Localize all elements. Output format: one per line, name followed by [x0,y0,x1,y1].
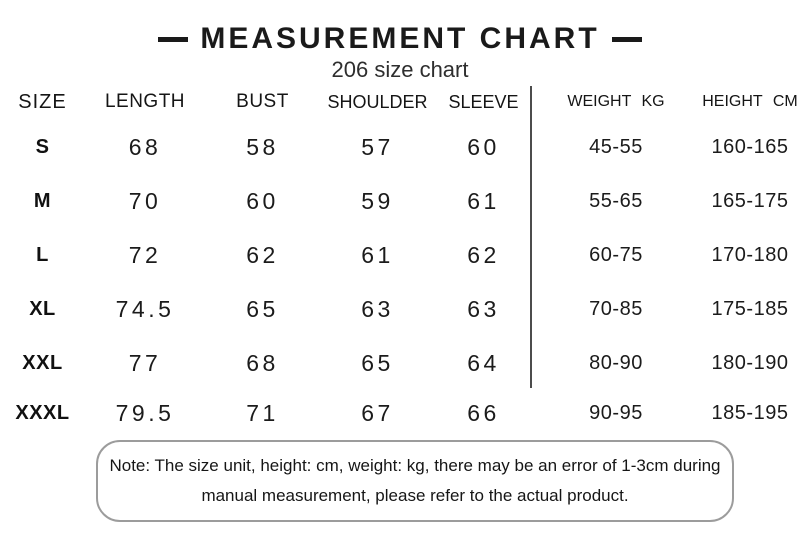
sleeve-value: 61 [467,187,500,214]
weight-value: 80-90 [589,351,643,374]
table-header-row: SIZE LENGTH BUST SHOULDER SLEEVE WEIGHT … [0,84,800,120]
table-row-s: S 68 58 57 60 45-55 160-165 [0,120,800,174]
col-header-height: HEIGHT CM [702,93,798,110]
weight-value: 60-75 [589,243,643,266]
col-header-length: LENGTH [104,91,186,112]
table-row-xxl: XXL 77 68 65 64 80-90 180-190 [0,336,800,390]
bust-value: 60 [246,187,279,214]
title-right-dash [611,36,642,42]
page-subtitle: 206 size chart [331,57,469,82]
length-value: 72 [128,241,162,268]
height-value: 170-180 [711,243,789,266]
length-value: 79.5 [115,399,175,426]
note-text-line1: Note: The size unit, height: cm, weight:… [109,456,721,475]
shoulder-value: 59 [361,187,394,214]
col-header-shoulder: SHOULDER [327,91,428,112]
page-title: MEASUREMENT CHART [200,22,600,55]
note-box: Note: The size unit, height: cm, weight:… [96,440,734,522]
bust-value: 71 [246,399,279,426]
table-row-l: L 72 62 61 62 60-75 170-180 [0,228,800,282]
sleeve-value: 64 [467,349,500,376]
length-value: 68 [128,133,162,160]
col-header-sleeve: SLEEVE [448,91,519,112]
weight-value: 45-55 [589,135,643,158]
col-header-size: SIZE [18,90,67,113]
title-row: MEASUREMENT CHART [0,22,800,56]
size-label: L [36,243,49,266]
bust-value: 58 [246,133,279,160]
height-value: 185-195 [711,401,789,424]
size-label: XXXL [15,401,70,424]
table-row-m: M 70 60 59 61 55-65 165-175 [0,174,800,228]
shoulder-value: 61 [361,241,394,268]
sleeve-value: 62 [467,241,500,268]
weight-value: 55-65 [589,189,643,212]
note-text-line2: manual measurement, please refer to the … [201,486,629,505]
shoulder-value: 63 [361,295,394,322]
col-header-weight: WEIGHT KG [567,93,665,110]
size-label: M [33,189,52,212]
weight-value: 90-95 [589,401,643,424]
height-value: 160-165 [711,135,789,158]
height-value: 165-175 [711,189,789,212]
size-label: XL [29,297,56,320]
length-value: 70 [128,187,162,214]
sleeve-value: 66 [467,399,500,426]
size-table: SIZE LENGTH BUST SHOULDER SLEEVE WEIGHT … [0,84,800,436]
bust-value: 68 [246,349,279,376]
bust-value: 62 [246,241,279,268]
table-row-xl: XL 74.5 65 63 63 70-85 175-185 [0,282,800,336]
height-value: 180-190 [711,351,789,374]
column-divider [530,86,532,388]
sleeve-value: 60 [467,133,500,160]
weight-value: 70-85 [589,297,643,320]
size-label: XXL [22,351,63,374]
length-value: 74.5 [115,295,175,322]
bust-value: 65 [246,295,279,322]
shoulder-value: 67 [361,399,394,426]
table-row-xxxl: XXXL 79.5 71 67 66 90-95 185-195 [0,390,800,436]
height-value: 175-185 [711,297,789,320]
title-left-dash [158,36,189,42]
shoulder-value: 65 [361,349,394,376]
size-label: S [35,135,50,158]
length-value: 77 [128,349,162,376]
shoulder-value: 57 [361,133,394,160]
sleeve-value: 63 [467,295,500,322]
col-header-bust: BUST [236,91,289,112]
